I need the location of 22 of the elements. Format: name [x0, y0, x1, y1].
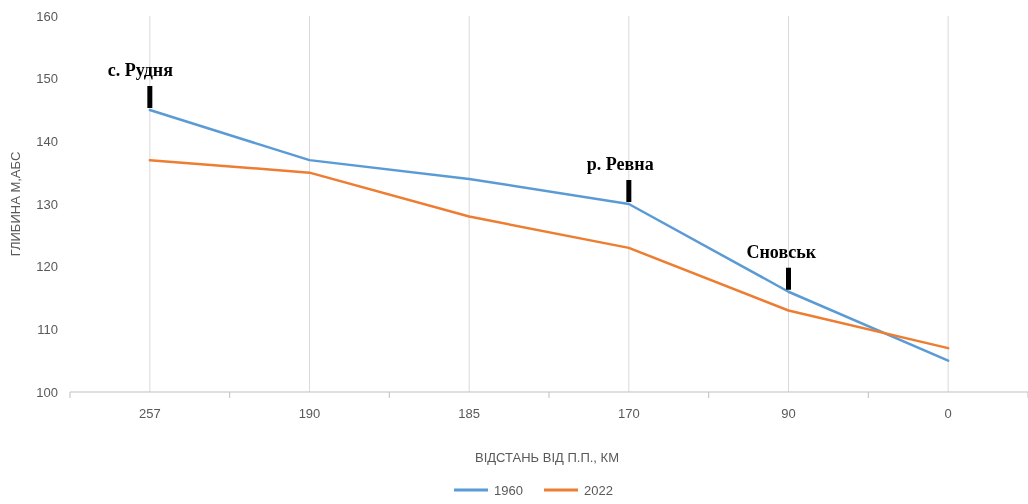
y-tick-label: 150 [36, 71, 58, 87]
x-tick-label: 190 [298, 406, 321, 421]
line-series [148, 158, 950, 350]
line-series [148, 108, 950, 362]
y-tick-label: 130 [36, 196, 58, 212]
y-tick-label: 140 [36, 133, 58, 149]
x-axis-title: ВІДСТАНЬ ВІД П.П., КМ [475, 450, 619, 465]
x-tick-label: 185 [458, 406, 481, 421]
annotation: с. Рудня [107, 60, 174, 80]
legend-label: 2022 [584, 482, 613, 498]
y-tick-label: 100 [36, 384, 58, 400]
annotation: Сновськ [746, 241, 817, 262]
y-tick-label: 120 [36, 259, 58, 275]
annotation: р. Ревна [586, 154, 654, 174]
x-tick-label: 170 [617, 406, 640, 421]
y-tick-label: 160 [36, 8, 58, 24]
y-axis-title: ГЛИБИНА М,АБС [8, 151, 23, 257]
x-tick-label: 257 [138, 406, 161, 421]
x-tick-label: 90 [781, 406, 796, 421]
legend-label: 1960 [494, 482, 523, 498]
x-tick-label: 0 [944, 406, 952, 421]
y-tick-label: 110 [37, 321, 58, 337]
